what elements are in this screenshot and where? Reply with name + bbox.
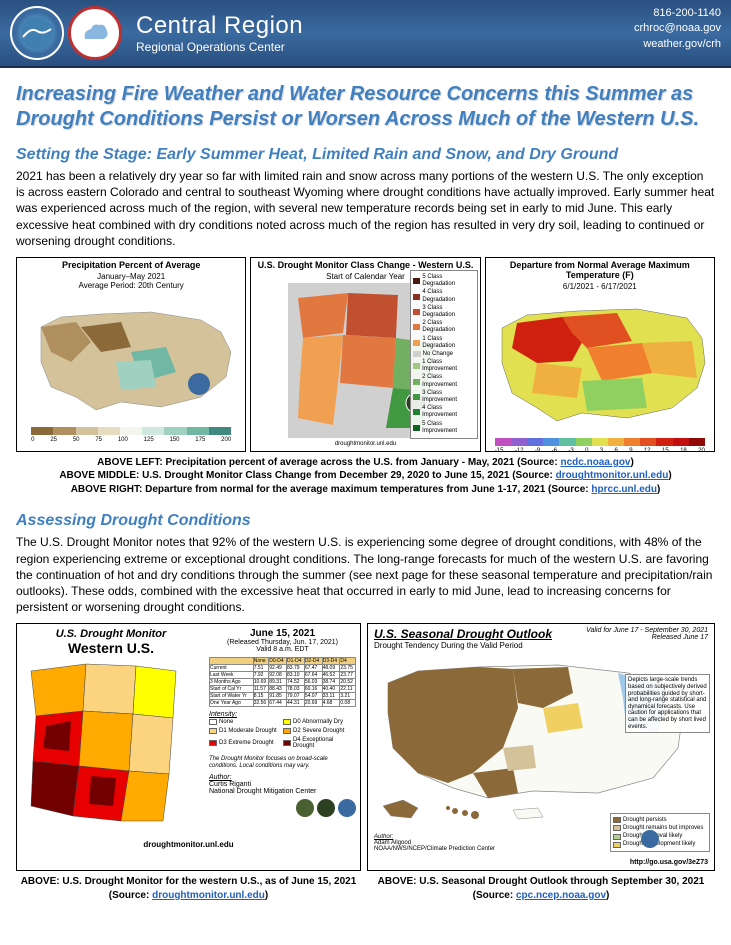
cap2-left-link[interactable]: droughtmonitor.unl.edu (152, 890, 265, 901)
map-drought-change-legend: 5 Class Degradation4 Class Degradation3 … (410, 270, 478, 439)
header: Central Region Regional Operations Cente… (0, 0, 731, 68)
header-logos (10, 6, 122, 60)
nws-logo-icon (68, 6, 122, 60)
cap2-right-post: ) (606, 890, 609, 901)
map-precip-scale: 0255075100125150175200 (31, 437, 231, 443)
dm-title1: U.S. Drought Monitor (21, 628, 201, 640)
map-drought-change-url: droughtmonitor.unl.edu (251, 441, 479, 448)
so-org: NOAA/NWS/NCEP/Climate Prediction Center (374, 846, 495, 852)
maps-row-1: Precipitation Percent of Average January… (0, 257, 731, 452)
dm-intensity-title: Intensity: (209, 711, 356, 718)
cap1-left-pre: ABOVE LEFT: Precipitation percent of ave… (97, 457, 560, 468)
so-title: U.S. Seasonal Drought Outlook (374, 627, 552, 641)
dm-date: June 15, 2021 (209, 628, 356, 639)
noaa-small-logo-icon (338, 799, 356, 817)
cap1-right-post: ) (657, 484, 660, 495)
section2-body: The U.S. Drought Monitor notes that 92% … (0, 532, 731, 623)
header-phone: 816-200-1140 (634, 6, 721, 21)
cap1-left-link[interactable]: ncdc.noaa.gov (560, 457, 630, 468)
so-legend: Drought persistsDrought remains but impr… (610, 813, 710, 853)
header-email: crhroc@noaa.gov (634, 21, 721, 36)
map-seasonal-outlook: U.S. Seasonal Drought Outlook Drought Te… (367, 623, 715, 871)
dm-released: (Released Thursday, Jun. 17, 2021) (209, 639, 356, 646)
noaa-logo-icon (10, 6, 64, 60)
cap1-mid-pre: ABOVE MIDDLE: U.S. Drought Monitor Class… (59, 470, 555, 481)
section2-title: Assessing Drought Conditions (0, 504, 731, 532)
map-precip-title: Precipitation Percent of Average (17, 258, 245, 272)
map-precip: Precipitation Percent of Average January… (16, 257, 246, 452)
dm-intensity-legend: NoneD0 Abnormally DryD1 Moderate Drought… (209, 718, 356, 750)
header-title-sub: Regional Operations Center (136, 40, 303, 54)
maps-row-2: U.S. Drought Monitor Western U.S. (0, 623, 731, 871)
dm-org: National Drought Mitigation Center (209, 788, 356, 795)
cap2-right: ABOVE: U.S. Seasonal Drought Outlook thr… (367, 875, 715, 902)
usda-logo-icon (296, 799, 314, 817)
dm-logos (209, 799, 356, 817)
map-temp-colorbar (495, 438, 705, 446)
header-contact: 816-200-1140 crhroc@noaa.gov weather.gov… (634, 6, 721, 52)
map-temp-svg (486, 291, 714, 436)
dm-valid: Valid 8 a.m. EDT (209, 646, 356, 653)
so-valid: Valid for June 17 - September 30, 2021 (586, 627, 708, 634)
map-temp-sub: 6/1/2021 - 6/17/2021 (486, 282, 714, 291)
map-drought-change: U.S. Drought Monitor Class Change - West… (250, 257, 480, 452)
map-temp-departure: Departure from Normal Average Maximum Te… (485, 257, 715, 452)
so-note: Depicts large-scale trends based on subj… (625, 674, 710, 733)
map-temp-scale: -15-12-9-6-3036912151820 (495, 448, 705, 454)
cap2-left-post: ) (265, 890, 268, 901)
ndmc-logo-icon (317, 799, 335, 817)
map-precip-sub1: January–May 2021 (17, 272, 245, 281)
header-web: weather.gov/crh (634, 37, 721, 52)
captions-2: ABOVE: U.S. Drought Monitor for the west… (0, 871, 731, 906)
dm-disclaimer: The Drought Monitor focuses on broad-sca… (209, 756, 356, 769)
cap1-right-link[interactable]: hprcc.unl.edu (591, 484, 657, 495)
dm-author-label: Author: (209, 774, 356, 781)
header-title-main: Central Region (136, 12, 303, 40)
header-title-block: Central Region Regional Operations Cente… (136, 12, 303, 54)
map-temp-title: Departure from Normal Average Maximum Te… (486, 258, 714, 282)
cap2-right-link[interactable]: cpc.ncep.noaa.gov (516, 890, 606, 901)
map-precip-colorbar (31, 427, 231, 435)
so-url: http://go.usa.gov/3eZ73 (630, 859, 708, 866)
cap1-right-pre: ABOVE RIGHT: Departure from normal for t… (71, 484, 592, 495)
dm-url: droughtmonitor.unl.edu (17, 840, 360, 849)
captions-1: ABOVE LEFT: Precipitation percent of ave… (0, 452, 731, 505)
cap2-left: ABOVE: U.S. Drought Monitor for the west… (16, 875, 361, 902)
map-precip-svg (17, 290, 245, 425)
map-drought-monitor: U.S. Drought Monitor Western U.S. (16, 623, 361, 871)
dm-stats-table: NoneD0-D4D1-D4D2-D4D3-D4D4 Current7.5192… (209, 657, 356, 707)
cap1-left-post: ) (630, 457, 633, 468)
section1-body: 2021 has been a relatively dry year so f… (0, 166, 731, 257)
map-precip-sub2: Average Period: 20th Century (17, 281, 245, 290)
so-sub: Drought Tendency During the Valid Period (374, 641, 552, 650)
dm-map-svg (21, 656, 186, 831)
main-title: Increasing Fire Weather and Water Resour… (0, 68, 731, 138)
so-released: Released June 17 (586, 634, 708, 641)
dm-author: Curtis Riganti (209, 781, 356, 788)
cap1-mid-link[interactable]: droughtmonitor.unl.edu (556, 470, 669, 481)
section1-title: Setting the Stage: Early Summer Heat, Li… (0, 138, 731, 166)
cap1-mid-post: ) (668, 470, 671, 481)
dm-title2: Western U.S. (21, 640, 201, 656)
